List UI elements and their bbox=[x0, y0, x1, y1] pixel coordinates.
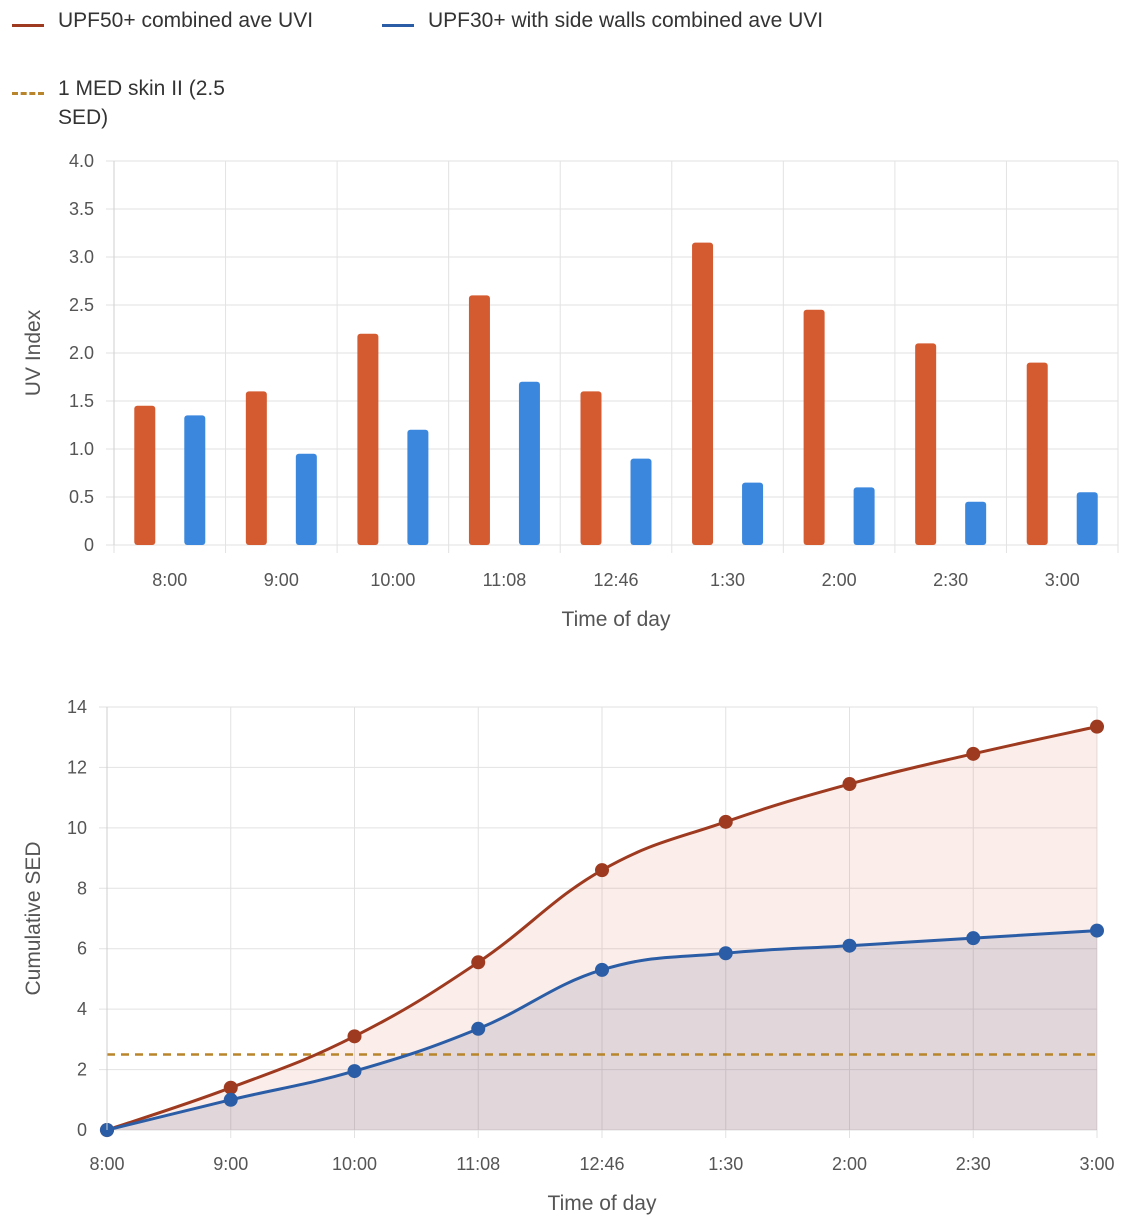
point-upf50 bbox=[842, 777, 857, 792]
x-tick-label: 2:30 bbox=[956, 1154, 991, 1174]
y-tick-label: 4 bbox=[77, 999, 87, 1019]
cumulative-sed-area-chart: 0 2 4 6 8 10 12 14 8:00 9:00 10:00 11:08 12:46 1:30 2:… bbox=[22, 697, 1115, 1215]
bar-upf30 bbox=[1076, 492, 1098, 545]
bar-upf50 bbox=[803, 309, 825, 545]
bar-upf30 bbox=[295, 453, 317, 545]
x-axis-title: Time of day bbox=[562, 608, 671, 631]
bar-upf50 bbox=[468, 295, 490, 545]
x-tick-label: 2:30 bbox=[933, 570, 968, 590]
bar-upf30 bbox=[407, 429, 429, 545]
legend-label-upf50: UPF50+ combined ave UVI bbox=[58, 9, 314, 32]
y-tick-label: 6 bbox=[77, 939, 87, 959]
x-tick-label: 11:08 bbox=[483, 570, 527, 590]
y-tick-label: 10 bbox=[67, 818, 87, 838]
bar-upf50 bbox=[357, 333, 379, 545]
x-tick-label: 2:00 bbox=[832, 1154, 867, 1174]
x-tick-label: 8:00 bbox=[152, 570, 187, 590]
bar-upf30 bbox=[518, 381, 540, 545]
y-tick-label: 0 bbox=[77, 1120, 87, 1140]
uv-index-bar-chart: 0 0.5 1.0 1.5 2.0 2.5 3.0 3.5 4.0 8:00 9:00 10:00 11… bbox=[22, 151, 1119, 631]
point-upf50 bbox=[718, 814, 733, 829]
bar-upf50 bbox=[915, 343, 937, 545]
y-axis-title: UV Index bbox=[22, 309, 45, 396]
legend-item-med[interactable]: 1 MED skin II (2.5 SED) bbox=[12, 74, 352, 132]
y-tick-label: 12 bbox=[67, 757, 87, 777]
y-tick-label: 2.0 bbox=[69, 343, 94, 363]
point-upf50 bbox=[966, 746, 981, 761]
legend-swatch-med bbox=[12, 92, 44, 95]
area-fill-upf50 bbox=[107, 726, 1097, 1130]
bar-upf50 bbox=[580, 391, 602, 545]
y-tick-label: 2 bbox=[77, 1060, 87, 1080]
bar-upf50 bbox=[134, 405, 156, 545]
y-tick-label: 14 bbox=[67, 697, 87, 717]
point-upf50 bbox=[595, 863, 609, 878]
legend-swatch-upf30 bbox=[382, 24, 414, 27]
y-tick-label: 4.0 bbox=[69, 151, 94, 171]
point-upf50 bbox=[471, 955, 486, 970]
y-tick-label: 3.5 bbox=[69, 199, 94, 219]
x-tick-label: 9:00 bbox=[213, 1154, 248, 1174]
bar-upf30 bbox=[630, 458, 652, 545]
y-tick-label: 8 bbox=[77, 878, 87, 898]
point-upf30 bbox=[347, 1064, 362, 1079]
point-upf30 bbox=[223, 1092, 238, 1107]
area-fill-upf30 bbox=[107, 930, 1097, 1130]
chart-legend: UPF50+ combined ave UVI UPF30+ with side… bbox=[0, 0, 1121, 140]
y-tick-label: 0.5 bbox=[69, 487, 94, 507]
x-tick-label: 8:00 bbox=[89, 1154, 124, 1174]
x-tick-label: 2:00 bbox=[822, 570, 857, 590]
legend-item-upf30[interactable]: UPF30+ with side walls combined ave UVI bbox=[382, 6, 902, 35]
point-upf50 bbox=[1090, 719, 1104, 734]
point-upf30 bbox=[842, 938, 857, 953]
x-tick-label: 3:00 bbox=[1079, 1154, 1114, 1174]
x-tick-label: 12:46 bbox=[593, 570, 638, 590]
bar-upf30 bbox=[184, 415, 206, 545]
bar-upf30 bbox=[853, 487, 875, 545]
x-tick-label: 3:00 bbox=[1045, 570, 1080, 590]
y-tick-label: 3.0 bbox=[69, 247, 94, 267]
x-tick-label: 10:00 bbox=[332, 1154, 377, 1174]
point-upf30 bbox=[595, 962, 609, 977]
bar-upf50 bbox=[245, 391, 267, 545]
x-tick-label: 11:08 bbox=[456, 1154, 500, 1174]
point-upf30 bbox=[471, 1021, 486, 1036]
x-tick-label: 1:30 bbox=[708, 1154, 743, 1174]
legend-label-upf30: UPF30+ with side walls combined ave UVI bbox=[428, 9, 824, 32]
point-upf50 bbox=[223, 1080, 238, 1095]
legend-label-med: 1 MED skin II (2.5 SED) bbox=[58, 77, 225, 129]
y-tick-label: 1.0 bbox=[69, 439, 94, 459]
point-upf30 bbox=[1090, 923, 1104, 938]
point-upf30 bbox=[966, 931, 981, 946]
y-tick-label: 2.5 bbox=[69, 295, 94, 315]
x-tick-label: 12:46 bbox=[579, 1154, 624, 1174]
legend-swatch-upf50 bbox=[12, 24, 44, 27]
bar-upf50 bbox=[1026, 362, 1048, 545]
bar-upf50 bbox=[692, 242, 714, 545]
y-tick-label: 1.5 bbox=[69, 391, 94, 411]
bar-upf30 bbox=[742, 482, 764, 545]
point-upf30 bbox=[718, 946, 733, 961]
x-tick-label: 1:30 bbox=[710, 570, 745, 590]
bar-upf30 bbox=[965, 501, 987, 545]
x-tick-label: 10:00 bbox=[370, 570, 415, 590]
y-tick-label: 0 bbox=[84, 535, 94, 555]
x-tick-label: 9:00 bbox=[264, 570, 299, 590]
legend-item-upf50[interactable]: UPF50+ combined ave UVI bbox=[12, 6, 352, 35]
y-axis-title: Cumulative SED bbox=[22, 841, 45, 995]
point-upf50 bbox=[347, 1029, 362, 1044]
x-axis-title: Time of day bbox=[548, 1192, 657, 1215]
